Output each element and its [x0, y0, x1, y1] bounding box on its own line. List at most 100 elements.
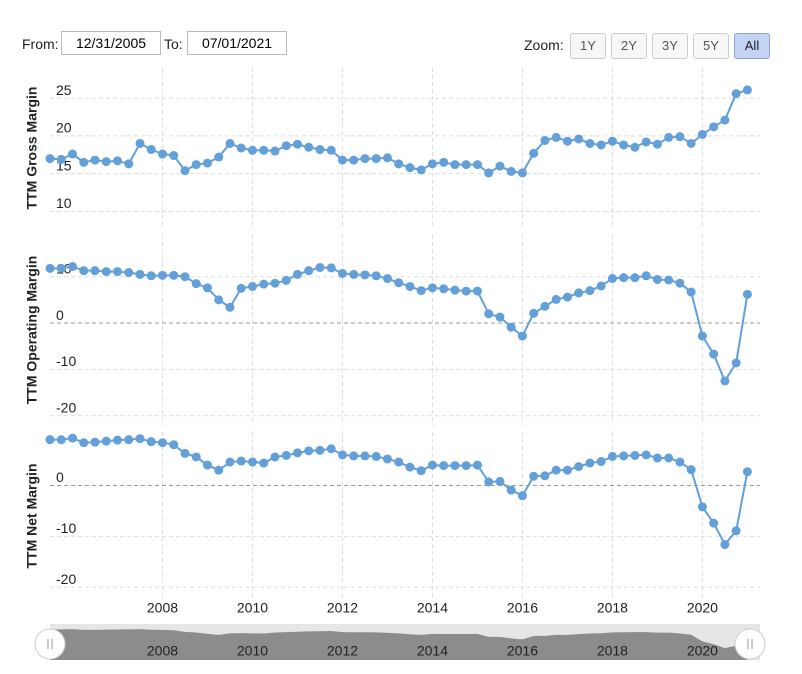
data-point — [371, 451, 381, 461]
data-point — [292, 269, 302, 279]
data-point — [124, 268, 134, 278]
data-point — [326, 444, 336, 454]
data-point — [124, 159, 134, 169]
data-point — [540, 301, 550, 311]
data-point — [506, 485, 516, 495]
data-point — [607, 274, 617, 284]
data-point — [664, 275, 674, 285]
data-point — [630, 142, 640, 152]
zoom-label: Zoom: — [524, 37, 564, 53]
data-point — [450, 285, 460, 295]
data-point — [720, 115, 730, 125]
data-point — [742, 289, 752, 299]
data-point — [495, 161, 505, 171]
data-point — [439, 157, 449, 167]
data-point — [169, 270, 179, 280]
data-point — [169, 440, 179, 450]
to-input[interactable]: 07/01/2021 — [187, 31, 287, 55]
data-point — [472, 460, 482, 470]
data-point — [45, 435, 55, 445]
data-point — [619, 140, 629, 150]
data-point — [675, 278, 685, 288]
data-point — [180, 166, 190, 176]
data-point — [664, 453, 674, 463]
data-point — [90, 437, 100, 447]
navigator-handle[interactable] — [34, 628, 66, 660]
data-point — [326, 263, 336, 273]
data-point — [675, 457, 685, 467]
data-point — [337, 155, 347, 165]
data-point — [472, 286, 482, 296]
zoom-button[interactable]: 5Y — [693, 33, 729, 59]
data-point — [292, 139, 302, 149]
data-point — [394, 457, 404, 467]
from-label: From: — [22, 36, 59, 52]
data-point — [596, 457, 606, 467]
data-point — [540, 135, 550, 145]
y-tick-label: 10 — [56, 195, 72, 211]
data-point — [652, 453, 662, 463]
data-point — [191, 279, 201, 289]
handle-knob — [734, 628, 766, 660]
data-point — [259, 279, 269, 289]
data-point — [664, 132, 674, 142]
zoom-button[interactable]: 1Y — [570, 33, 606, 59]
data-point — [382, 454, 392, 464]
data-point — [315, 262, 325, 272]
navigator-tick-label: 2008 — [147, 643, 178, 659]
data-point — [270, 146, 280, 156]
data-point — [551, 294, 561, 304]
data-point — [382, 274, 392, 284]
y-axis-label: TTM Net Margin — [24, 464, 40, 569]
zoom-button[interactable]: 2Y — [611, 33, 647, 59]
data-point — [67, 433, 77, 443]
data-point — [236, 143, 246, 153]
data-point — [742, 85, 752, 95]
data-point — [585, 458, 595, 468]
data-point — [360, 154, 370, 164]
navigator-tick-label: 2010 — [237, 643, 268, 659]
y-tick-label: 25 — [56, 82, 72, 98]
data-point — [416, 466, 426, 476]
data-point — [697, 502, 707, 512]
data-point — [180, 448, 190, 458]
data-point — [135, 269, 145, 279]
data-point — [180, 272, 190, 282]
data-point — [394, 159, 404, 169]
data-point — [394, 278, 404, 288]
data-point — [157, 438, 167, 448]
y-tick-label: -20 — [56, 571, 76, 587]
data-point — [247, 145, 257, 155]
data-point — [281, 275, 291, 285]
data-point — [56, 263, 66, 273]
data-point — [79, 438, 89, 448]
data-point — [191, 160, 201, 170]
data-point — [652, 139, 662, 149]
data-point — [349, 451, 359, 461]
data-point — [686, 138, 696, 148]
navigator-area — [50, 629, 748, 660]
data-point — [585, 286, 595, 296]
from-input[interactable]: 12/31/2005 — [61, 31, 161, 55]
navigator-tick-label: 2016 — [507, 643, 538, 659]
zoom-button[interactable]: 3Y — [652, 33, 688, 59]
to-label: To: — [164, 36, 183, 52]
data-point — [382, 153, 392, 163]
navigator-handle[interactable] — [734, 628, 766, 660]
data-point — [574, 288, 584, 298]
data-point — [427, 283, 437, 293]
data-point — [79, 266, 89, 276]
data-point — [214, 152, 224, 162]
data-point — [607, 451, 617, 461]
data-point — [697, 129, 707, 139]
data-point — [67, 262, 77, 272]
data-point — [315, 145, 325, 155]
data-point — [191, 452, 201, 462]
data-point — [270, 452, 280, 462]
y-axis-label: TTM Gross Margin — [24, 87, 40, 210]
data-point — [562, 136, 572, 146]
zoom-button[interactable]: All — [734, 33, 770, 59]
data-point — [731, 358, 741, 368]
data-point — [529, 308, 539, 318]
